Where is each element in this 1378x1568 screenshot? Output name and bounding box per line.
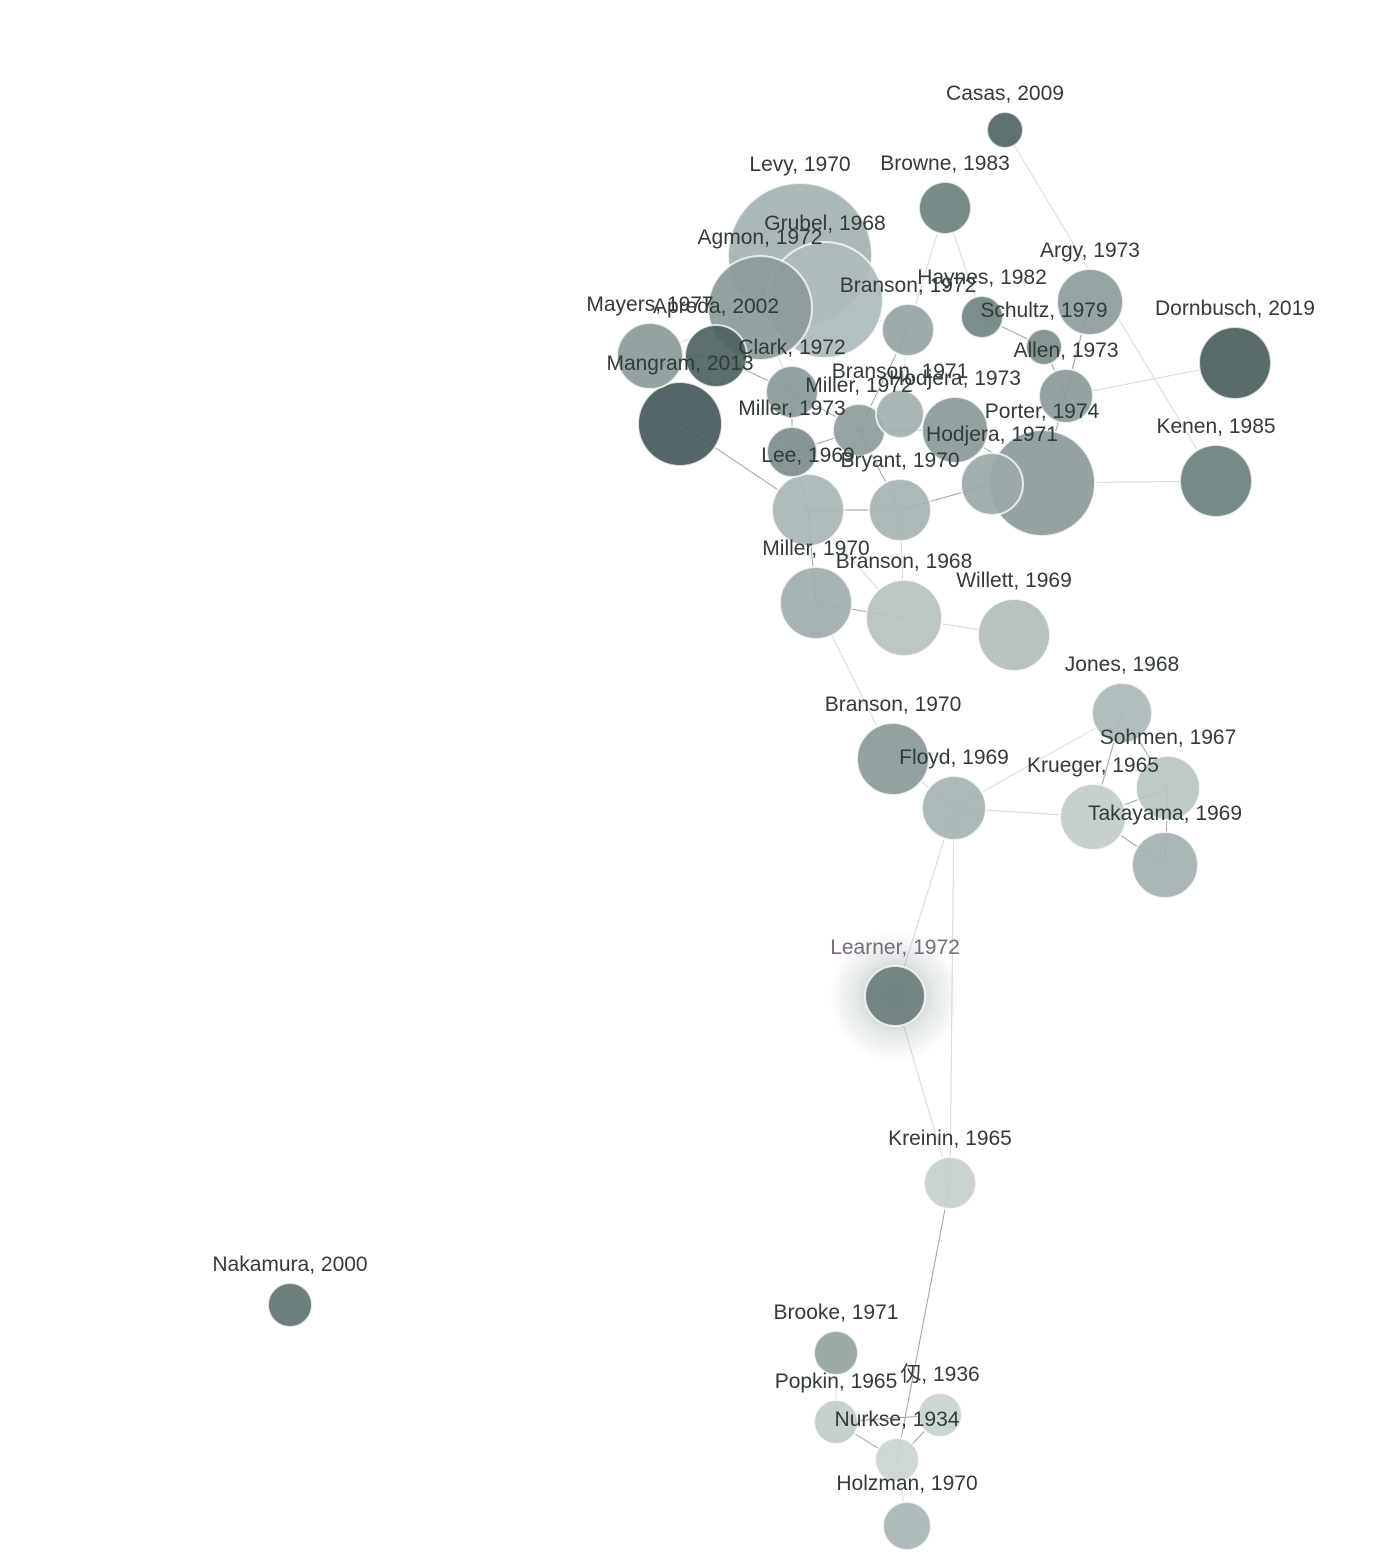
node-label-popkin1965: Popkin, 1965 [775, 1370, 898, 1393]
node-learner1972[interactable] [864, 965, 926, 1027]
node-label-kreinin1965: Kreinin, 1965 [888, 1127, 1012, 1150]
node-label-browne1983: Browne, 1983 [880, 152, 1010, 175]
node-label-mangram2013: Mangram, 2013 [606, 352, 753, 375]
node-label-levy1970: Levy, 1970 [749, 153, 850, 176]
node-branson1972[interactable] [881, 303, 935, 357]
node-label-miller1973: Miller, 1973 [738, 397, 845, 420]
node-mangram2013[interactable] [637, 381, 723, 467]
node-brooke1971[interactable] [813, 1330, 859, 1376]
node-label-haynes1982: Haynes, 1982 [917, 266, 1047, 289]
node-haynes1982[interactable] [960, 295, 1004, 339]
node-krueger1965[interactable] [1059, 783, 1127, 851]
nodes-layer [267, 111, 1272, 1551]
node-schultz1979[interactable] [1025, 328, 1063, 366]
node-takayama1969[interactable] [1131, 831, 1199, 899]
node-branson1970[interactable] [856, 722, 930, 796]
labels-layer: Casas, 2009 Browne, 1983 Levy, 1970 Grubel,… [212, 82, 1315, 1495]
edge-kreinin1965-nurkse1934 [896, 1182, 951, 1461]
node-nurkse1934[interactable] [874, 1437, 920, 1483]
node-holzman1970[interactable] [882, 1501, 932, 1551]
node-popkin1965[interactable] [813, 1399, 859, 1445]
node-sohmen1967[interactable] [1135, 755, 1201, 821]
node-label-agmon1972: Agmon, 1972 [698, 226, 823, 249]
node-kenen1985[interactable] [1179, 444, 1253, 518]
node-willett1969[interactable] [977, 598, 1051, 672]
node-miller1973[interactable] [766, 426, 818, 478]
node-kreinin1965[interactable] [923, 1156, 977, 1210]
node-allen1973[interactable] [1038, 368, 1094, 424]
node-label-nurkse1934: Nurkse, 1934 [835, 1408, 960, 1431]
node-label-dornbusch2019: Dornbusch, 2019 [1155, 297, 1315, 320]
node-label-branson1972: Branson, 1972 [840, 274, 977, 297]
node-label-lee1969: Lee, 1969 [761, 444, 854, 467]
node-label-argy1973: Argy, 1973 [1040, 239, 1140, 262]
node-lee1969[interactable] [771, 473, 845, 547]
node-miller1970[interactable] [779, 566, 853, 640]
node-label-mayers1977: Mayers, 1977 [586, 293, 713, 316]
node-label-willett1969: Willett, 1969 [956, 569, 1072, 592]
node-jones1968[interactable] [1091, 682, 1153, 744]
node-branson1968[interactable] [865, 579, 943, 657]
node-label-porter1974: Porter, 1974 [985, 400, 1100, 423]
node-label-branson1970: Branson, 1970 [825, 693, 962, 716]
node-apreda2002[interactable] [684, 324, 748, 388]
node-label-bryant1970: Bryant, 1970 [840, 449, 959, 472]
node-clark1972[interactable] [765, 365, 819, 419]
node-label-floyd1969: Floyd, 1969 [899, 746, 1009, 769]
node-label-hodjera1973: Hodjera, 1973 [889, 367, 1021, 390]
node-branson1971[interactable] [875, 389, 925, 439]
node-floyd1969[interactable] [921, 775, 987, 841]
node-label-kenen1985: Kenen, 1985 [1156, 415, 1275, 438]
node-bryant1970[interactable] [868, 478, 932, 542]
node-mayers1977[interactable] [616, 322, 684, 390]
node-label-apreda2002: Apreda, 2002 [653, 295, 779, 318]
node-label-clark1972: Clark, 1972 [738, 336, 845, 359]
node-dornbusch2019[interactable] [1198, 326, 1272, 400]
node-label-holzman1970: Holzman, 1970 [836, 1472, 977, 1495]
node-x1936[interactable] [917, 1392, 963, 1438]
node-label-nakamura2000: Nakamura, 2000 [212, 1253, 367, 1276]
node-argy1973[interactable] [1056, 268, 1124, 336]
node-label-jones1968: Jones, 1968 [1065, 653, 1179, 676]
node-browne1983[interactable] [918, 181, 972, 235]
node-label-miller1970: Miller, 1970 [762, 537, 869, 560]
node-label-x1936: 仭, 1936 [900, 1363, 979, 1386]
node-label-casas2009: Casas, 2009 [946, 82, 1064, 105]
node-hodjera1971[interactable] [960, 452, 1024, 516]
node-label-schultz1979: Schultz, 1979 [980, 299, 1107, 322]
node-label-sohmen1967: Sohmen, 1967 [1100, 726, 1237, 749]
node-label-grubel1968: Grubel, 1968 [764, 212, 885, 235]
node-label-learner1972: Learner, 1972 [830, 936, 960, 959]
node-nakamura2000[interactable] [267, 1282, 313, 1328]
node-label-hodjera1971: Hodjera, 1971 [926, 423, 1058, 446]
node-casas2009[interactable] [986, 111, 1024, 149]
node-label-branson1971: Branson, 1971 [832, 360, 969, 383]
node-label-brooke1971: Brooke, 1971 [774, 1301, 899, 1324]
node-label-krueger1965: Krueger, 1965 [1027, 754, 1159, 777]
node-label-branson1968: Branson, 1968 [836, 550, 973, 573]
node-label-allen1973: Allen, 1973 [1013, 339, 1118, 362]
node-hodjera1973[interactable] [921, 396, 989, 464]
node-label-takayama1969: Takayama, 1969 [1088, 802, 1242, 825]
node-label-miller1972: Miller, 1972 [805, 374, 912, 397]
